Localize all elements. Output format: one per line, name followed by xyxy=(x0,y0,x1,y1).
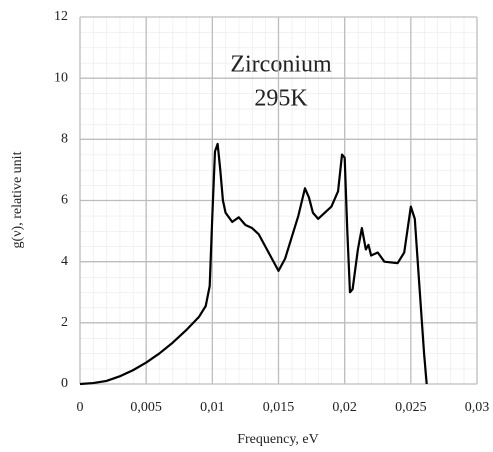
x-tick-label: 0,015 xyxy=(263,400,295,415)
x-tick-label: 0,025 xyxy=(395,400,427,415)
x-tick-label: 0,01 xyxy=(200,400,225,415)
chart-title: Zirconium xyxy=(230,52,332,78)
y-tick-label: 8 xyxy=(61,132,68,147)
y-tick-label: 0 xyxy=(61,376,68,391)
y-tick-label: 12 xyxy=(54,9,68,24)
x-axis-label: Frequency, eV xyxy=(237,432,319,447)
x-tick-label: 0,005 xyxy=(130,400,162,415)
y-tick-label: 4 xyxy=(61,254,68,269)
x-tick-label: 0 xyxy=(77,400,84,415)
y-axis-label: g(ν), relative unit xyxy=(10,151,25,248)
y-tick-label: 10 xyxy=(54,70,68,85)
x-tick-label: 0,03 xyxy=(465,400,490,415)
chart-subtitle: 295K xyxy=(254,86,308,112)
y-tick-label: 2 xyxy=(61,315,68,330)
data-line xyxy=(79,142,428,386)
y-tick-label: 6 xyxy=(61,193,68,208)
x-tick-label: 0,02 xyxy=(332,400,357,415)
